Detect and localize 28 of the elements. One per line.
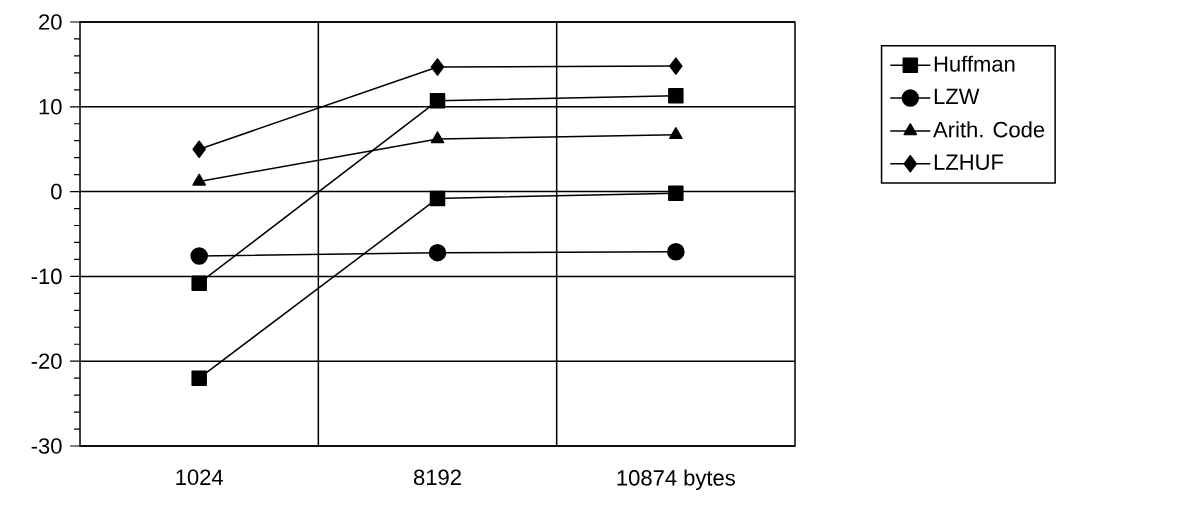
point [429,190,446,207]
point [668,88,684,104]
x-tick-label: 8192 [414,469,461,486]
point [430,58,445,76]
y-tick-label: 20 [39,14,62,30]
x-tick-label: 10874 bytes [617,469,735,491]
y-tick-label: -30 [31,438,62,454]
legend-label: Arith. Code [933,121,1045,138]
y-tick-label: 10 [39,99,62,115]
legend-label: LZHUF [934,154,1004,170]
point [192,140,206,158]
point [669,57,683,75]
point [190,247,208,265]
y-tick-label: -20 [31,353,62,369]
legend-label: Huffman [934,55,1015,72]
x-tick-label: 1024 [176,469,223,486]
point [192,173,206,186]
point [667,243,685,261]
point [429,93,446,109]
point [668,185,684,202]
point [428,243,447,262]
point [669,127,683,140]
point [191,275,207,291]
y-tick-label: 0 [51,183,62,200]
legend-label: LZW [934,88,980,104]
point [430,131,445,144]
y-tick-label: -10 [31,268,62,285]
point [191,370,207,386]
